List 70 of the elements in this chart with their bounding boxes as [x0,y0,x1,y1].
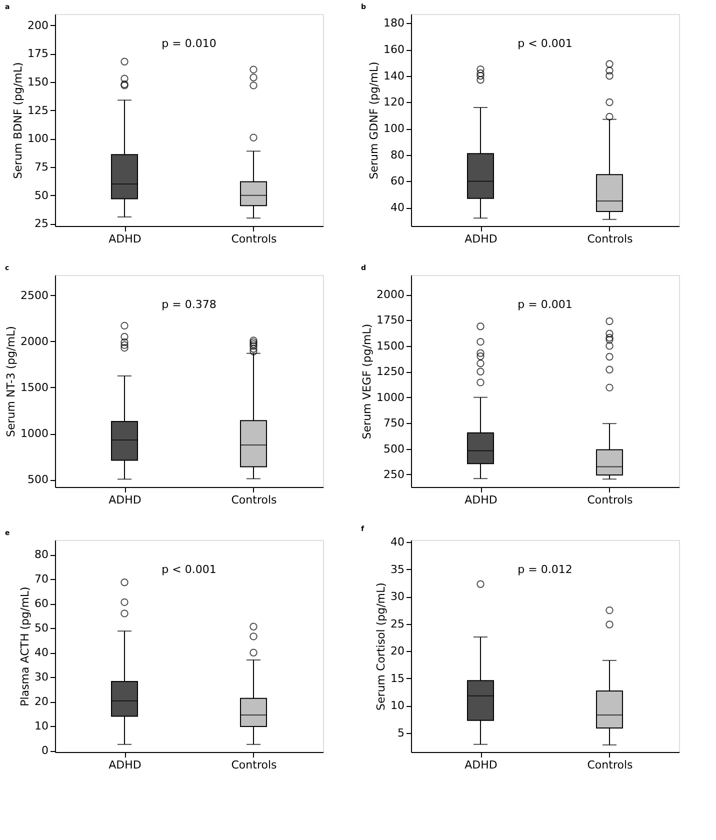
y-tick-label: 100 [384,122,404,136]
y-tick-label: 75 [34,160,48,174]
y-tick-label: 100 [28,132,48,146]
y-tick-label: 1750 [376,314,404,327]
y-tick-label: 500 [384,442,404,456]
y-tick-label: 60 [34,597,48,610]
y-axis-title: Serum Cortisol (pg/mL) [374,582,388,710]
y-tick-label: 50 [34,188,48,202]
y-tick-label: 80 [34,548,48,562]
y-axis-title: Serum NT-3 (pg/mL) [4,326,18,437]
y-axis-title: Serum VEGF (pg/mL) [360,324,374,440]
y-tick-label: 5 [398,726,404,740]
y-tick-label: 40 [390,201,404,214]
x-tick-label: ADHD [464,758,498,772]
y-tick-label: 200 [28,18,48,32]
x-tick-label: Controls [231,494,278,506]
y-axis-title: Serum BDNF (pg/mL) [12,62,25,179]
x-tick-label: Controls [587,494,634,506]
x-tick-label: Controls [587,232,634,246]
y-tick-label: 60 [390,174,404,188]
x-tick-label: ADHD [464,232,498,246]
y-tick-label: 50 [34,622,48,635]
y-tick-label: 70 [34,572,48,586]
y-tick-label: 40 [34,646,48,660]
y-tick-label: 25 [390,617,404,630]
y-tick-label: 1500 [20,380,48,394]
y-tick-label: 150 [28,76,48,89]
annotation: p = 0.001 [518,298,572,311]
x-tick-label: Controls [231,758,278,772]
x-tick-label: ADHD [464,494,498,506]
y-tick-label: 125 [28,104,48,117]
x-tick-label: ADHD [108,758,142,772]
x-tick-label: Controls [231,232,278,246]
annotation: p < 0.001 [162,563,216,576]
annotation: p = 0.012 [518,563,572,576]
y-tick-label: 15 [390,672,404,685]
y-tick-label: 40 [390,536,404,549]
y-tick-label: 30 [390,590,404,604]
y-tick-label: 80 [390,148,404,162]
y-tick-label: 35 [390,562,404,576]
y-tick-label: 0 [42,744,48,758]
y-tick-label: 10 [390,699,404,712]
y-tick-label: 2500 [20,288,48,302]
y-tick-label: 25 [34,217,48,230]
y-tick-label: 250 [384,468,404,481]
y-tick-label: 500 [28,473,48,486]
y-tick-label: 1250 [376,365,404,378]
annotation: p = 0.378 [162,298,216,311]
y-tick-label: 180 [384,16,404,30]
y-tick-label: 2000 [376,288,404,302]
annotation: p < 0.001 [518,37,572,50]
y-tick-label: 1500 [376,339,404,352]
y-tick-label: 120 [384,96,404,109]
y-tick-label: 750 [384,416,404,430]
x-tick-label: Controls [587,758,634,772]
y-tick-label: 1000 [376,390,404,404]
y-tick-label: 10 [34,720,48,733]
y-tick-label: 160 [384,43,404,56]
y-tick-label: 30 [34,670,48,684]
y-axis-title: Plasma ACTH (pg/mL) [18,586,32,706]
y-tick-label: 20 [390,644,404,658]
x-tick-label: ADHD [108,494,142,506]
y-tick-label: 1000 [20,427,48,440]
annotation: p = 0.010 [162,37,216,50]
y-tick-label: 20 [34,695,48,708]
y-tick-label: 140 [384,69,404,82]
x-tick-label: ADHD [108,232,142,246]
y-tick-label: 2000 [20,334,48,348]
y-tick-label: 175 [28,47,48,60]
y-axis-title: Serum GDNF (pg/mL) [368,62,381,180]
